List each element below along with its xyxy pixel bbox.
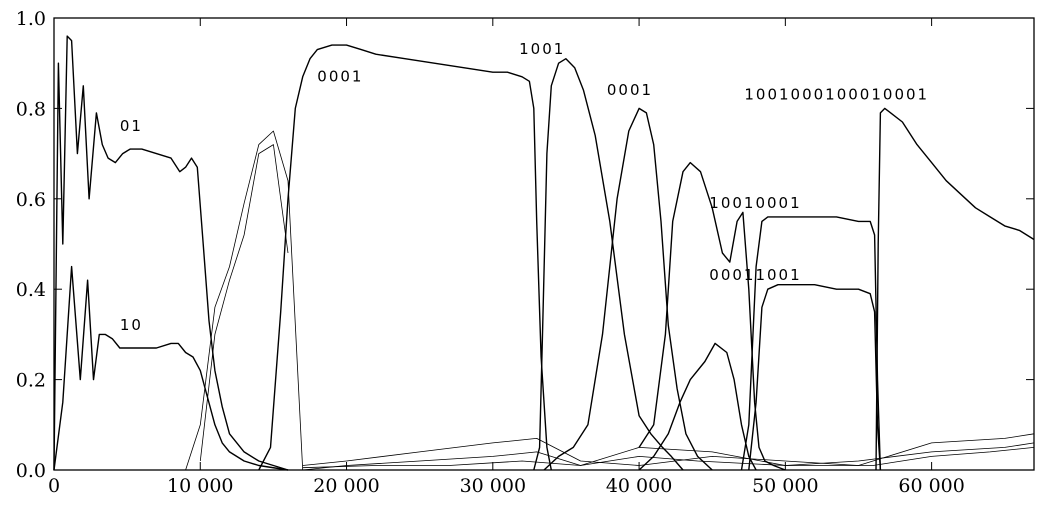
x-tick-label-4: 40 000 <box>606 475 672 497</box>
y-tick-label-0: 0.0 <box>16 460 46 482</box>
series-line-13 <box>302 442 1035 471</box>
series-line-2 <box>258 44 552 471</box>
x-tick-label-6: 60 000 <box>898 475 964 497</box>
series-line-14 <box>302 447 1035 469</box>
series-line-11 <box>199 144 289 462</box>
series-line-8 <box>748 284 882 471</box>
annotation-1: 10 <box>120 316 143 334</box>
series-line-12 <box>302 433 1035 466</box>
x-tick-label-2: 20 000 <box>313 475 379 497</box>
y-tick-label-1: 0.2 <box>16 370 46 392</box>
series-line-4 <box>543 107 713 471</box>
x-tick-label-0: 0 <box>48 475 60 497</box>
plot-frame <box>53 17 1035 471</box>
series-line-5 <box>638 161 786 471</box>
series-line-3 <box>533 58 684 471</box>
x-tick-label-5: 50 000 <box>752 475 818 497</box>
annotation-5: 10010001 <box>709 194 801 212</box>
annotation-7: 1001000100010001 <box>744 85 929 103</box>
annotation-4: 0001 <box>607 81 653 99</box>
series-line-7 <box>740 216 882 471</box>
y-tick-label-4: 0.8 <box>16 98 46 120</box>
series-line-9 <box>875 107 1035 471</box>
series-annotations: 0110000110010001100100010001100110010001… <box>120 40 929 334</box>
series-line-10 <box>185 130 304 471</box>
x-tick-label-1: 10 000 <box>167 475 233 497</box>
annotation-3: 1001 <box>519 40 565 58</box>
annotation-6: 00011001 <box>709 266 801 284</box>
axis-ticks: 0 10 000 20 000 30 000 40 000 50 000 60 000 0.0… <box>16 8 1034 497</box>
y-tick-label-3: 0.6 <box>16 189 46 211</box>
y-tick-label-5: 1.0 <box>16 8 46 30</box>
x-tick-label-3: 30 000 <box>460 475 526 497</box>
annotation-2: 0001 <box>317 67 363 85</box>
series-line-1 <box>53 265 289 471</box>
annotation-0: 01 <box>120 117 143 135</box>
series-line-0 <box>53 35 289 471</box>
y-tick-label-2: 0.4 <box>16 279 46 301</box>
series-line-6 <box>638 342 757 471</box>
